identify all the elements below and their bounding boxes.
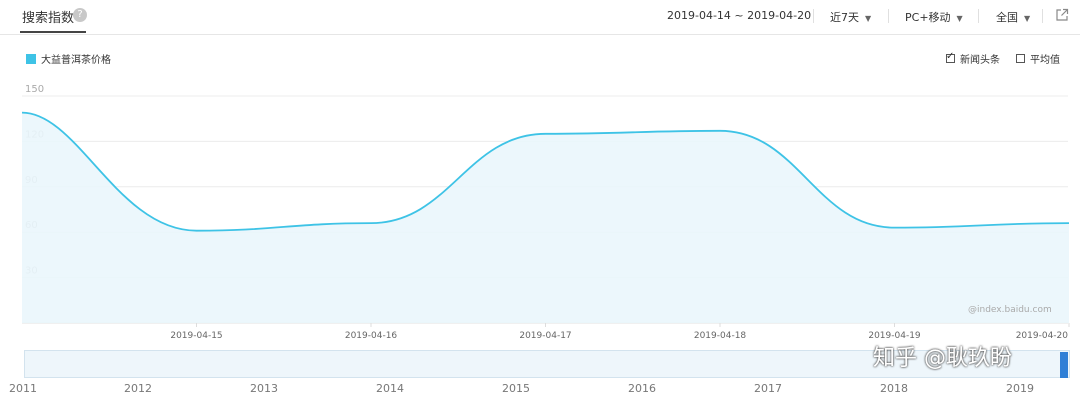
x-tick-label: 2019-04-16 [345,331,398,341]
title-underline [20,31,86,33]
y-tick-label: 150 [25,84,44,95]
date-range-label[interactable]: 2019-04-14 ~ 2019-04-20 [667,9,812,22]
x-tick-label: 2019-04-20 [1016,331,1069,341]
overview-year-label: 2011 [9,382,37,395]
search-index-chart: 3060901201502019-04-152019-04-162019-04-… [21,84,1070,341]
overview-year-label: 2018 [880,382,908,395]
period-select-label: 近7天 [830,11,859,24]
x-tick-label: 2019-04-15 [170,331,222,341]
zhihu-watermark: 知乎 @耿玖盼 [873,346,1012,371]
brush-handle[interactable] [1060,352,1068,378]
overview-year-label: 2014 [376,382,404,395]
legend-label: 大益普洱茶价格 [41,55,111,66]
chevron-down-icon: ▼ [865,14,872,23]
x-tick-label: 2019-04-17 [519,331,571,341]
page-title: 搜索指数 [22,11,75,26]
header-divider [1042,9,1043,23]
chevron-down-icon: ▼ [1024,14,1031,23]
news-checkbox[interactable]: 新闻头条 [946,51,1000,66]
overview-year-label: 2017 [754,382,782,395]
legend-swatch [26,53,36,64]
header-divider [888,9,889,23]
series-area [22,112,1069,323]
overview-year-label: 2012 [124,382,152,395]
checkbox-empty-icon [1016,54,1025,63]
region-select[interactable]: 全国 ▼ [996,9,1030,25]
overview-year-label: 2013 [250,382,278,395]
chevron-down-icon: ▼ [956,14,963,23]
chart-header: 搜索指数 ? 2019-04-14 ~ 2019-04-20 近7天 ▼ PC+移… [0,0,1080,35]
help-icon[interactable]: ? [73,8,87,22]
x-tick-label: 2019-04-19 [868,331,921,341]
chart-legend: 大益普洱茶价格 [26,51,111,66]
checkbox-checked-icon [946,51,955,63]
average-checkbox-label: 平均值 [1030,55,1060,66]
device-select-label: PC+移动 [905,11,951,24]
device-select[interactable]: PC+移动 ▼ [905,9,963,25]
external-link-icon[interactable] [1055,8,1069,22]
average-checkbox[interactable]: 平均值 [1016,51,1060,66]
region-select-label: 全国 [996,11,1018,24]
overview-year-label: 2015 [502,382,530,395]
x-tick-label: 2019-04-18 [694,331,747,341]
period-select[interactable]: 近7天 ▼ [830,9,871,25]
news-checkbox-label: 新闻头条 [960,55,1000,66]
header-divider [813,9,814,23]
index-watermark: @index.baidu.com [968,305,1052,315]
header-divider [978,9,979,23]
overview-year-label: 2016 [628,382,656,395]
overview-year-label: 2019 [1006,382,1034,395]
series-line [21,111,1070,232]
timeline-brush[interactable] [24,350,1070,378]
